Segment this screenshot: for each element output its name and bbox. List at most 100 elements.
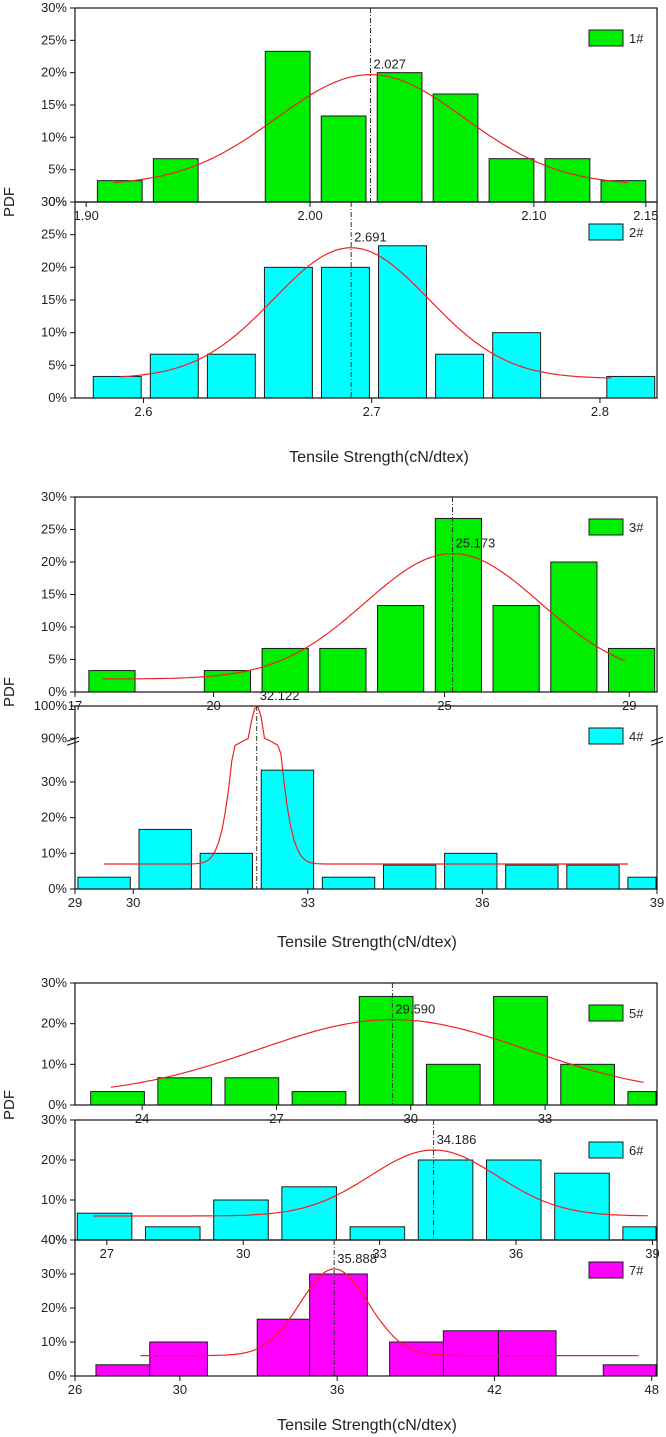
x-tick-label-5-0: 24 — [135, 1111, 149, 1126]
bar-7-3 — [256, 1318, 316, 1377]
legend-label-7: 7# — [629, 1263, 644, 1278]
y-axis-label-5: PDF — [1, 1090, 18, 1120]
y-tick-label-3-5: 25% — [41, 522, 67, 537]
axis-break-left-4 — [66, 740, 80, 746]
legend-swatch-3 — [588, 518, 624, 536]
fit-curve-3 — [102, 553, 625, 680]
legend-label-3: 3# — [629, 520, 644, 535]
panel-4: 0% 10% 20% 30% 90% 100% 29 30 33 36 39 32.122 4# — [34, 688, 664, 910]
x-tick-label-5-3: 33 — [538, 1111, 552, 1126]
y-tick-label-4-2: 20% — [41, 810, 67, 825]
x-tick-label-7-1: 30 — [173, 1382, 187, 1397]
y-tick-label-1-1: 5% — [48, 162, 67, 177]
mean-label-5: 29.590 — [395, 1002, 435, 1017]
x-axis-label-top: Tensile Strength(cN/dtex) — [289, 449, 469, 466]
axis-break-right-4 — [650, 740, 664, 746]
bar-5-4 — [291, 1091, 347, 1106]
y-tick-label-3-6: 30% — [41, 489, 67, 504]
y-tick-label-2-0: 0% — [48, 390, 67, 405]
x-tick-label-4-3: 36 — [475, 895, 489, 910]
panel-1: 0% 5% 10% 15% 20% 25% 30% 1.90 2.00 2.10 2.15 2.027… — [1, 0, 658, 223]
x-axis-label-middle: Tensile Strength(cN/dtex) — [277, 934, 457, 951]
y-tick-label-4-3: 30% — [41, 774, 67, 789]
legend-swatch-6 — [588, 1141, 624, 1159]
y-tick-label-1-3: 15% — [41, 97, 67, 112]
bar-2-5 — [320, 266, 370, 399]
y-tick-label-5-0: 0% — [48, 1097, 67, 1112]
bar-1-6 — [432, 93, 479, 203]
bar-2-3 — [206, 353, 256, 399]
bar-4-1 — [77, 876, 131, 890]
y-tick-label-5-1: 10% — [41, 1056, 67, 1071]
bar-3-1 — [88, 670, 136, 693]
bar-1-3 — [264, 50, 311, 203]
bar-5-1 — [90, 1091, 145, 1106]
bar-6-5 — [349, 1226, 406, 1241]
y-tick-label-4-1: 10% — [41, 845, 67, 860]
bar-4-2 — [138, 828, 192, 890]
legend-label-5: 5# — [629, 1006, 644, 1021]
panel-7: 0% 10% 20% 30% 40% 26 30 36 42 48 35.888 7# — [41, 1232, 659, 1397]
y-tick-label-7-3: 30% — [41, 1266, 67, 1281]
bar-7-7 — [497, 1330, 557, 1377]
legend-swatch-2 — [588, 223, 624, 241]
y-tick-label-3-2: 10% — [41, 619, 67, 634]
bar-2-9 — [606, 375, 656, 399]
panel-6: 0% 10% 20% 30% 27 30 33 36 39 34.186 6# — [41, 1112, 660, 1261]
plot-frame-5 — [74, 982, 658, 1106]
bar-6-7 — [485, 1159, 542, 1241]
x-tick-label-7-4: 48 — [645, 1382, 659, 1397]
bar-6-9 — [622, 1226, 657, 1241]
x-tick-label-2-1: 2.7 — [363, 404, 381, 419]
x-tick-label-6-3: 36 — [509, 1246, 523, 1261]
mean-label-3: 25.173 — [456, 536, 496, 551]
bar-6-1 — [76, 1212, 133, 1241]
bar-1-7 — [488, 158, 535, 203]
bar-2-7 — [435, 353, 485, 399]
y-tick-label-4-0: 0% — [48, 881, 67, 896]
y-tick-label-2-3: 15% — [41, 292, 67, 307]
bar-7-1 — [95, 1364, 155, 1377]
y-tick-label-1-6: 30% — [41, 0, 67, 15]
bar-3-7 — [492, 605, 540, 693]
y-tick-label-6-3: 30% — [41, 1112, 67, 1127]
y-tick-label-3-4: 20% — [41, 554, 67, 569]
bar-3-3 — [261, 647, 309, 693]
bar-2-1 — [92, 375, 142, 399]
x-tick-label-5-1: 27 — [269, 1111, 283, 1126]
y-tick-label-2-6: 30% — [41, 194, 67, 209]
y-tick-label-1-4: 20% — [41, 65, 67, 80]
x-tick-label-7-0: 26 — [68, 1382, 82, 1397]
bar-1-9 — [600, 180, 647, 203]
bar-6-8 — [554, 1172, 610, 1241]
bar-2-4 — [263, 266, 313, 399]
legend-swatch-4 — [588, 727, 624, 745]
legend-swatch-5 — [588, 1004, 624, 1022]
x-tick-label-4-1: 30 — [126, 895, 140, 910]
y-tick-label-1-2: 10% — [41, 129, 67, 144]
y-tick-label-4-4: 90% — [41, 730, 67, 745]
mean-label-4: 32.122 — [260, 688, 300, 703]
x-tick-label-6-2: 33 — [372, 1246, 386, 1261]
y-tick-label-7-2: 20% — [41, 1300, 67, 1315]
bar-1-8 — [544, 158, 591, 203]
legend-label-6: 6# — [629, 1143, 644, 1158]
legend-swatch-1 — [588, 29, 624, 47]
fit-curve-7 — [140, 1268, 639, 1357]
y-tick-label-3-3: 15% — [41, 587, 67, 602]
bar-6-2 — [144, 1226, 201, 1241]
bar-3-9 — [608, 647, 656, 693]
bar-6-6 — [417, 1159, 474, 1241]
bar-4-8 — [505, 864, 559, 890]
axis-break-left-2-4 — [66, 736, 80, 742]
legend-swatch-7 — [588, 1261, 624, 1279]
bar-7-6 — [442, 1330, 502, 1377]
y-tick-label-7-4: 40% — [41, 1232, 67, 1247]
x-tick-label-1-3: 2.15 — [633, 208, 658, 223]
mean-label-1: 2.027 — [373, 57, 406, 72]
bar-4-3 — [199, 852, 254, 890]
panel-2: 0% 5% 10% 15% 20% 25% 30% 2.6 2.7 2.8 2.691 2# — [41, 194, 658, 419]
y-tick-label-6-0: 0% — [48, 1232, 67, 1247]
bar-5-7 — [493, 995, 548, 1106]
